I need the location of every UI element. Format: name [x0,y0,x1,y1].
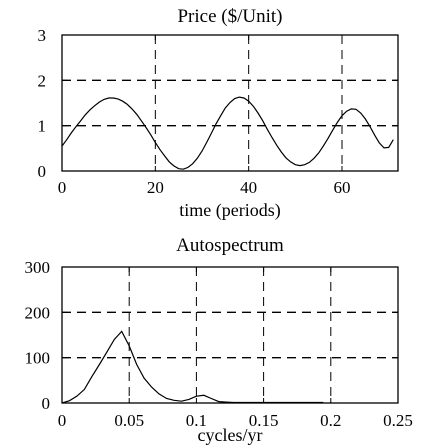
panel1-axes-frame [61,34,399,172]
panel2-y-tick-label: 200 [25,303,51,322]
panel2-series-line [61,330,324,404]
panel2-x-tick-label: 0.15 [249,411,279,430]
panel2-chart-title: Autospectrum [176,235,284,256]
panel1-plot-group [61,34,399,172]
panel2-y-tick-label: 100 [25,349,51,368]
panel1-y-tick-label: 3 [38,26,47,45]
panel2-x-tick-label: 0.25 [383,411,413,430]
panel1-y-tick-label: 0 [38,162,47,181]
panel2-y-tick-label: 0 [42,394,51,413]
panel1-y-tick-label: 1 [38,117,47,136]
panel1-series-line [61,96,394,170]
panel2-x-tick-label: 0.05 [114,411,144,430]
panel1-x-tick-label: 0 [58,178,67,197]
panel2-x-axis-label: cycles/yr [198,425,263,445]
panel2-x-tick-label: 0.1 [186,411,207,430]
panel1-x-axis-label: time (periods) [179,200,280,221]
panel2-axes-frame [61,266,399,404]
panel1-x-tick-label: 60 [334,178,351,197]
panel1-x-tick-label: 40 [240,178,257,197]
panel1-y-tick-label: 2 [38,71,47,90]
panel2-plot-group [61,266,399,404]
panel2-x-tick-label: 0 [58,411,67,430]
panel2-y-tick-label: 300 [25,258,51,277]
panel1-chart-title: Price ($/Unit) [177,6,282,27]
panel1-x-tick-label: 20 [147,178,164,197]
panel2-x-tick-label: 0.2 [320,411,341,430]
